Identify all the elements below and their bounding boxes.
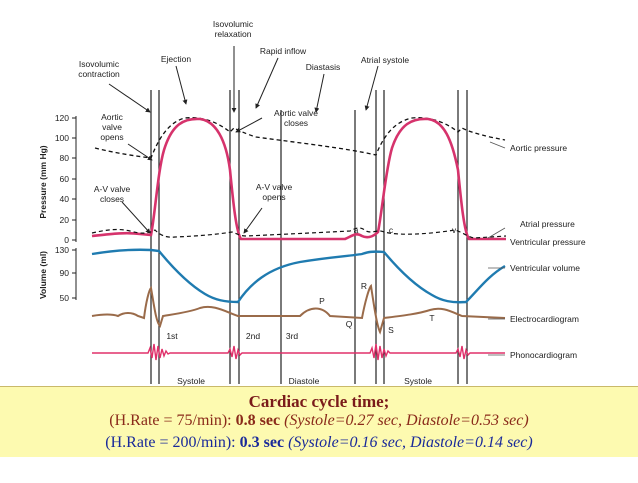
legend-ventricular-pressure: Ventricular pressure [510,237,586,247]
caption-title: Cardiac cycle time; [248,392,390,411]
heart-sound-3rd: 3rd [286,331,299,341]
aortic-valve-opens-l1: Aortic [101,112,123,122]
aortic-valve-closes-l2: closes [284,118,308,128]
isovolumic-relaxation-label-l1: Isovolumic [213,19,254,29]
av-valve-opens-l2: opens [262,192,285,202]
phase-lines [150,90,468,384]
atrial-systole-label: Atrial systole [361,55,409,65]
phase-systole-1: Systole [177,376,205,386]
heart-sound-2nd: 2nd [246,331,260,341]
pressure-axis [72,116,77,242]
tick-label: 60 [60,174,70,184]
av-valve-closes-l2: closes [100,194,124,204]
pressure-tick-labels: 120 100 80 60 40 20 0 [55,113,69,245]
heart-sound-1st: 1st [166,331,178,341]
legend-ventricular-volume: Ventricular volume [510,263,580,273]
legend-electrocardiogram: Electrocardiogram [510,314,579,324]
pressure-axis-title: Pressure (mm Hg) [38,145,48,218]
ecg-trace [91,283,506,335]
caption-line1-open: (H.Rate = 75/min): [109,412,236,429]
rapid-inflow-label: Rapid inflow [260,46,307,56]
caption-line2-detail: (Systole=0.16 sec, Diastole=0.14 sec) [284,434,533,451]
legend-phonocardiogram: Phonocardiogram [510,350,577,360]
a-wave-label: a [354,225,359,235]
ecg-t-label: T [429,313,434,323]
atrial-pressure-curve [91,227,507,239]
diastasis-label: Diastasis [306,62,340,72]
legend-aortic-pressure: Aortic pressure [510,143,567,153]
legend-leaders [487,141,506,356]
isovolumic-contraction-label-l1: Isovolumic [79,59,120,69]
tick-label: 80 [60,153,70,163]
phase-systole-2: Systole [404,376,432,386]
aortic-pressure-curve [94,117,506,159]
tick-label: 120 [55,113,69,123]
isovolumic-relaxation-label-l2: relaxation [215,29,252,39]
caption-line1-detail: (Systole=0.27 sec, Diastole=0.53 sec) [280,412,529,429]
ventricular-pressure-curve [91,117,506,241]
caption-line-200bpm: (H.Rate = 200/min): 0.3 sec (Systole=0.1… [0,434,638,452]
tick-label: 130 [55,245,69,255]
caption-line2-open: (H.Rate = 200/min): [105,434,240,451]
ecg-p-label: P [319,296,325,306]
caption-line-75bpm: (H.Rate = 75/min): 0.8 sec (Systole=0.27… [0,412,638,430]
tick-label: 100 [55,133,69,143]
phase-diastole: Diastole [289,376,320,386]
aortic-valve-closes-l1: Aortic valve [274,108,318,118]
ecg-q-label: Q [346,319,353,329]
tick-label: 90 [60,268,70,278]
ecg-r-label: R [361,281,367,291]
phonocardiogram-trace [92,343,505,361]
v-wave-label: v [452,225,457,235]
ejection-label: Ejection [161,54,192,64]
caption-line1-value: 0.8 sec [235,412,281,429]
c-wave-label: c [389,225,394,235]
tick-label: 20 [60,215,70,225]
legend-atrial-pressure: Atrial pressure [520,219,575,229]
isovolumic-contraction-label-l2: contraction [78,69,120,79]
annotation-arrows [108,46,379,234]
aortic-valve-opens-l3: opens [100,132,123,142]
caption-line2-value: 0.3 sec [239,434,285,451]
tick-label: 40 [60,194,70,204]
volume-axis-title: Volume (ml) [38,251,48,299]
tick-label: 50 [60,293,70,303]
av-valve-closes-l1: A-V valve [94,184,131,194]
caption-panel [0,386,638,457]
ventricular-volume-curve [91,248,506,304]
av-valve-opens-l1: A-V valve [256,182,293,192]
ecg-s-label: S [388,325,394,335]
volume-tick-labels: 130 90 50 [55,245,69,303]
tick-label: 0 [64,235,69,245]
aortic-valve-opens-l2: valve [102,122,122,132]
volume-axis [72,248,77,300]
